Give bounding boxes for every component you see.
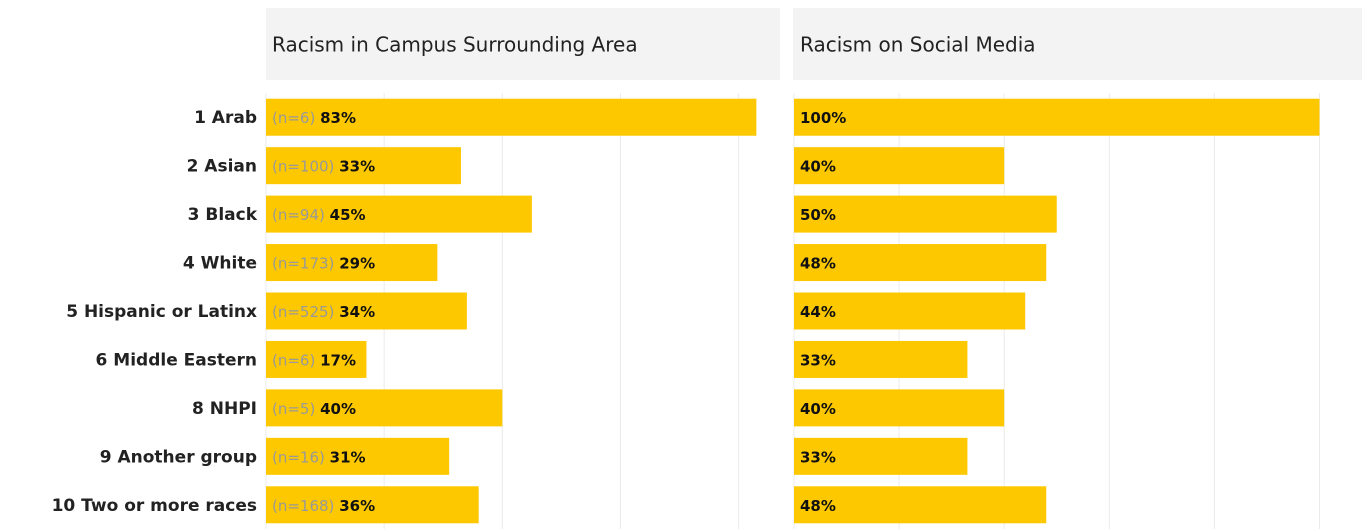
value-label: 36% [339, 496, 375, 514]
bar [266, 292, 467, 330]
value-label: 31% [330, 448, 366, 466]
n-label: (n=6) [272, 351, 315, 369]
bar-label: (n=100) 33% [272, 157, 375, 175]
value-label: 29% [339, 254, 375, 272]
category-label: 8 NHPI [192, 399, 257, 419]
category-label: 4 White [183, 254, 257, 274]
bar [266, 389, 503, 427]
value-label: 45% [330, 206, 366, 224]
bar [794, 340, 968, 378]
bar-label: 40% [800, 157, 836, 175]
value-label: 83% [320, 109, 356, 127]
category-label: 3 Black [188, 205, 258, 225]
bar-label: 48% [800, 496, 836, 514]
bar-label: (n=6) 17% [272, 351, 356, 369]
bar-label: (n=6) 83% [272, 109, 356, 127]
bar [794, 389, 1005, 427]
value-label: 40% [800, 399, 836, 417]
bar-label: (n=94) 45% [272, 206, 366, 224]
bar [794, 195, 1057, 233]
value-label: 44% [800, 303, 836, 321]
bar-label: 33% [800, 448, 836, 466]
value-label: 33% [339, 157, 375, 175]
category-label: 6 Middle Eastern [96, 350, 257, 370]
bar [266, 98, 757, 136]
value-label: 34% [339, 303, 375, 321]
bar [266, 244, 438, 282]
bar-label: (n=525) 34% [272, 303, 375, 321]
value-label: 100% [800, 109, 846, 127]
bar [266, 195, 532, 233]
n-label: (n=16) [272, 448, 325, 466]
n-label: (n=525) [272, 303, 334, 321]
n-label: (n=173) [272, 254, 334, 272]
bar-label: (n=168) 36% [272, 496, 375, 514]
category-label: 9 Another group [100, 447, 257, 467]
bar-label: 48% [800, 254, 836, 272]
panel-header [266, 8, 780, 80]
value-label: 33% [800, 448, 836, 466]
bar [794, 244, 1047, 282]
bar [266, 486, 479, 524]
bar [794, 437, 968, 475]
panel-header [793, 8, 1362, 80]
bar-label: (n=5) 40% [272, 399, 356, 417]
value-label: 40% [800, 157, 836, 175]
bar-label: 100% [800, 109, 846, 127]
bar [266, 340, 367, 378]
category-label: 2 Asian [187, 157, 257, 177]
n-label: (n=100) [272, 157, 334, 175]
value-label: 50% [800, 206, 836, 224]
n-label: (n=5) [272, 399, 315, 417]
n-label: (n=94) [272, 206, 325, 224]
bar-label: (n=173) 29% [272, 254, 375, 272]
chart-title: Racism in Campus Surrounding Area [272, 33, 638, 57]
n-label: (n=168) [272, 496, 334, 514]
chart-title: Racism on Social Media [800, 33, 1036, 57]
value-label: 17% [320, 351, 356, 369]
bar [266, 147, 461, 185]
bar-label: 40% [800, 399, 836, 417]
bar [794, 292, 1026, 330]
n-label: (n=6) [272, 109, 315, 127]
bar-label: (n=16) 31% [272, 448, 366, 466]
value-label: 40% [320, 399, 356, 417]
bar [794, 147, 1005, 185]
value-label: 48% [800, 254, 836, 272]
bar [794, 486, 1047, 524]
value-label: 33% [800, 351, 836, 369]
bar-label: 33% [800, 351, 836, 369]
bar-label: 50% [800, 206, 836, 224]
value-label: 48% [800, 496, 836, 514]
category-label: 5 Hispanic or Latinx [66, 302, 257, 322]
bar [266, 437, 450, 475]
bar [794, 98, 1320, 136]
category-label: 10 Two or more races [52, 496, 257, 516]
category-label: 1 Arab [194, 108, 257, 128]
bar-label: 44% [800, 303, 836, 321]
